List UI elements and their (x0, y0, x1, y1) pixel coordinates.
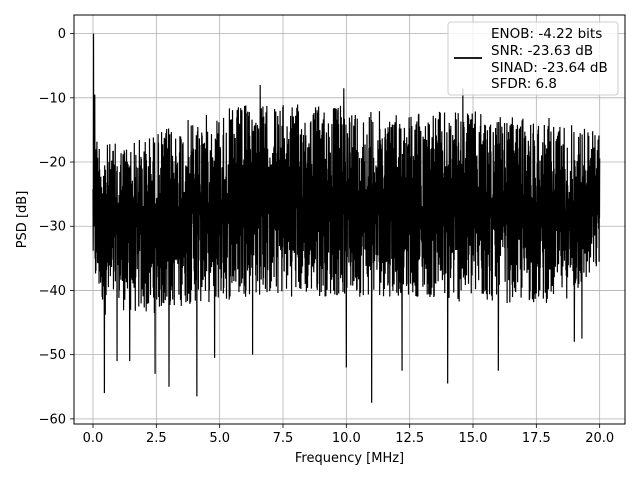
psd-series-line (92, 33, 601, 403)
y-tick-label: −40 (39, 284, 66, 299)
x-tick-label: 0.0 (83, 431, 104, 446)
x-tick-label: 10.0 (332, 431, 361, 446)
y-tick-label: −30 (39, 220, 66, 235)
legend-entry-enob: ENOB: -4.22 bits (491, 26, 602, 42)
ticks: 0.0 2.5 5.0 7.5 10.0 12.5 15.0 17.5 20.0 0 −10 −20 −… (39, 27, 615, 446)
x-tick-label: 20.0 (585, 431, 614, 446)
x-tick-label: 7.5 (273, 431, 294, 446)
x-tick-label: 15.0 (459, 431, 488, 446)
legend-entry-sfdr: SFDR: 6.8 (491, 76, 557, 92)
x-tick-label: 12.5 (395, 431, 424, 446)
y-axis-label: PSD [dB] (15, 191, 30, 249)
legend-box (447, 21, 619, 96)
series-layer (92, 33, 601, 403)
y-tick-label: −10 (39, 91, 66, 106)
legend: ENOB: -4.22 bits SNR: -23.63 dB SINAD: -… (447, 21, 619, 96)
y-tick-label: −60 (39, 412, 66, 427)
legend-entry-snr: SNR: -23.63 dB (491, 43, 593, 59)
x-tick-label: 2.5 (146, 431, 167, 446)
x-axis-label: Frequency [MHz] (295, 451, 404, 466)
y-tick-label: −50 (39, 348, 66, 363)
y-tick-label: −20 (39, 156, 66, 171)
x-tick-label: 17.5 (522, 431, 551, 446)
x-tick-label: 5.0 (209, 431, 230, 446)
legend-entry-sinad: SINAD: -23.64 dB (491, 60, 608, 76)
plot-frame (73, 14, 626, 425)
y-tick-label: 0 (58, 27, 66, 42)
